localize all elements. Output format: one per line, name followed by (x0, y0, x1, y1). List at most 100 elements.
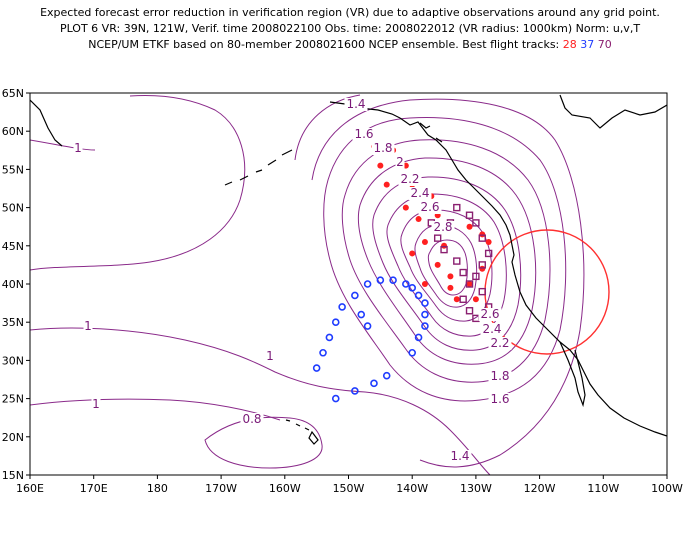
track28-marker (383, 181, 390, 188)
title-line-3-prefix: NCEP/UM ETKF based on 80-member 20080216… (88, 38, 560, 51)
contour-label: 0.8 (242, 412, 261, 426)
contour-label: 2.8 (433, 220, 452, 234)
track-70-label: 70 (597, 38, 612, 51)
track37-marker (331, 394, 340, 403)
track70-marker (478, 234, 486, 242)
axis-ticks (26, 92, 668, 479)
track-70-markers (427, 203, 493, 323)
contour-label-bg (265, 350, 275, 363)
track28-marker (466, 281, 473, 287)
contour-0-8 (204, 416, 323, 469)
contour-label: 1.6 (354, 127, 373, 141)
track28-marker (466, 223, 473, 230)
coastlines (30, 94, 667, 445)
track28-marker (453, 296, 460, 303)
track70-marker (459, 295, 467, 303)
track28-marker (409, 250, 416, 257)
contour-label-bg (488, 337, 512, 350)
contour-label: 2.2 (490, 336, 509, 350)
contour-label: 1.4 (450, 449, 469, 463)
track37-marker (351, 291, 359, 300)
contour-label: 2 (396, 155, 404, 169)
contour-label: 1.6 (490, 392, 509, 406)
track37-marker (408, 348, 417, 357)
track37-marker (421, 299, 429, 307)
track37-marker (421, 322, 429, 330)
lat-label: 15N (2, 469, 24, 482)
contour-label: 1 (92, 397, 100, 411)
contour-label-bg (83, 320, 93, 333)
lat-label: 40N (2, 278, 24, 291)
contour-label-bg (73, 142, 83, 155)
track28-marker (472, 296, 479, 303)
lat-label: 45N (2, 240, 24, 253)
contour-label: 2.4 (410, 186, 429, 200)
contour-label-bg (91, 398, 101, 411)
contour-1-west-b (30, 139, 96, 151)
track70-marker (433, 234, 442, 242)
track28-marker (402, 204, 409, 211)
lon-label: 130W (460, 482, 492, 495)
contour-1-4-b (294, 94, 361, 161)
contour-3 (427, 239, 468, 296)
track37-marker (312, 364, 321, 372)
contour-1-west (30, 95, 246, 271)
contour-label-bg (395, 156, 405, 169)
contour-label-bg (478, 308, 502, 321)
contour-2-2 (372, 176, 522, 351)
lon-label: 150W (333, 482, 365, 495)
lon-label: 140W (396, 482, 428, 495)
contour-label-bg (418, 201, 442, 214)
track37-marker (325, 333, 334, 342)
track37-marker (338, 303, 346, 311)
lat-label: 50N (2, 202, 24, 215)
track-37-markers (312, 276, 429, 403)
plot-header: Expected forecast error reduction in ver… (0, 0, 700, 70)
track70-marker (453, 203, 461, 212)
track70-marker (472, 219, 480, 227)
track28-marker (479, 265, 486, 272)
track37-marker (414, 291, 423, 300)
lat-label: 25N (2, 393, 24, 406)
track28-marker (479, 231, 486, 238)
lon-label: 110W (587, 482, 619, 495)
contour-1-mid (30, 327, 491, 475)
track28-marker (447, 273, 454, 280)
track28-marker (447, 284, 454, 291)
contour-2 (357, 157, 537, 365)
contour-label: 2.2 (400, 172, 419, 186)
track28-marker (485, 238, 492, 245)
contour-label: 1 (74, 141, 82, 155)
track37-marker (351, 387, 359, 395)
lat-label: 35N (2, 316, 24, 329)
contour-lines (30, 94, 585, 475)
lat-label: 30N (2, 354, 24, 367)
kamchatka-coast (30, 99, 63, 147)
track70-marker (465, 211, 474, 219)
contour-label-bg (398, 173, 422, 186)
lon-label: 120W (524, 482, 556, 495)
contour-1-4 (311, 98, 585, 468)
track28-marker (421, 238, 428, 245)
track37-marker (402, 280, 410, 288)
alaska-coast (329, 101, 401, 119)
contour-label-bg (352, 128, 376, 141)
contour-1-6 (323, 117, 567, 402)
contour-label: 1 (84, 319, 92, 333)
contour-label: 2.6 (480, 307, 499, 321)
contour-label: 1.8 (373, 141, 392, 155)
contour-label-bg (488, 393, 512, 406)
lon-label: 100W (651, 482, 683, 495)
track37-marker (414, 333, 423, 342)
title-line-3: NCEP/UM ETKF based on 80-member 20080216… (0, 38, 700, 51)
track37-marker (389, 276, 397, 284)
contour-label-bg (371, 142, 395, 155)
contour-label-bg (488, 370, 512, 383)
title-line-2: PLOT 6 VR: 39N, 121W, Verif. time 200802… (59, 22, 641, 35)
plot-frame (29, 92, 668, 476)
track70-marker (459, 268, 467, 277)
track-28-label: 28 (562, 38, 577, 51)
track70-marker (465, 280, 474, 288)
lon-label: 160W (269, 482, 301, 495)
